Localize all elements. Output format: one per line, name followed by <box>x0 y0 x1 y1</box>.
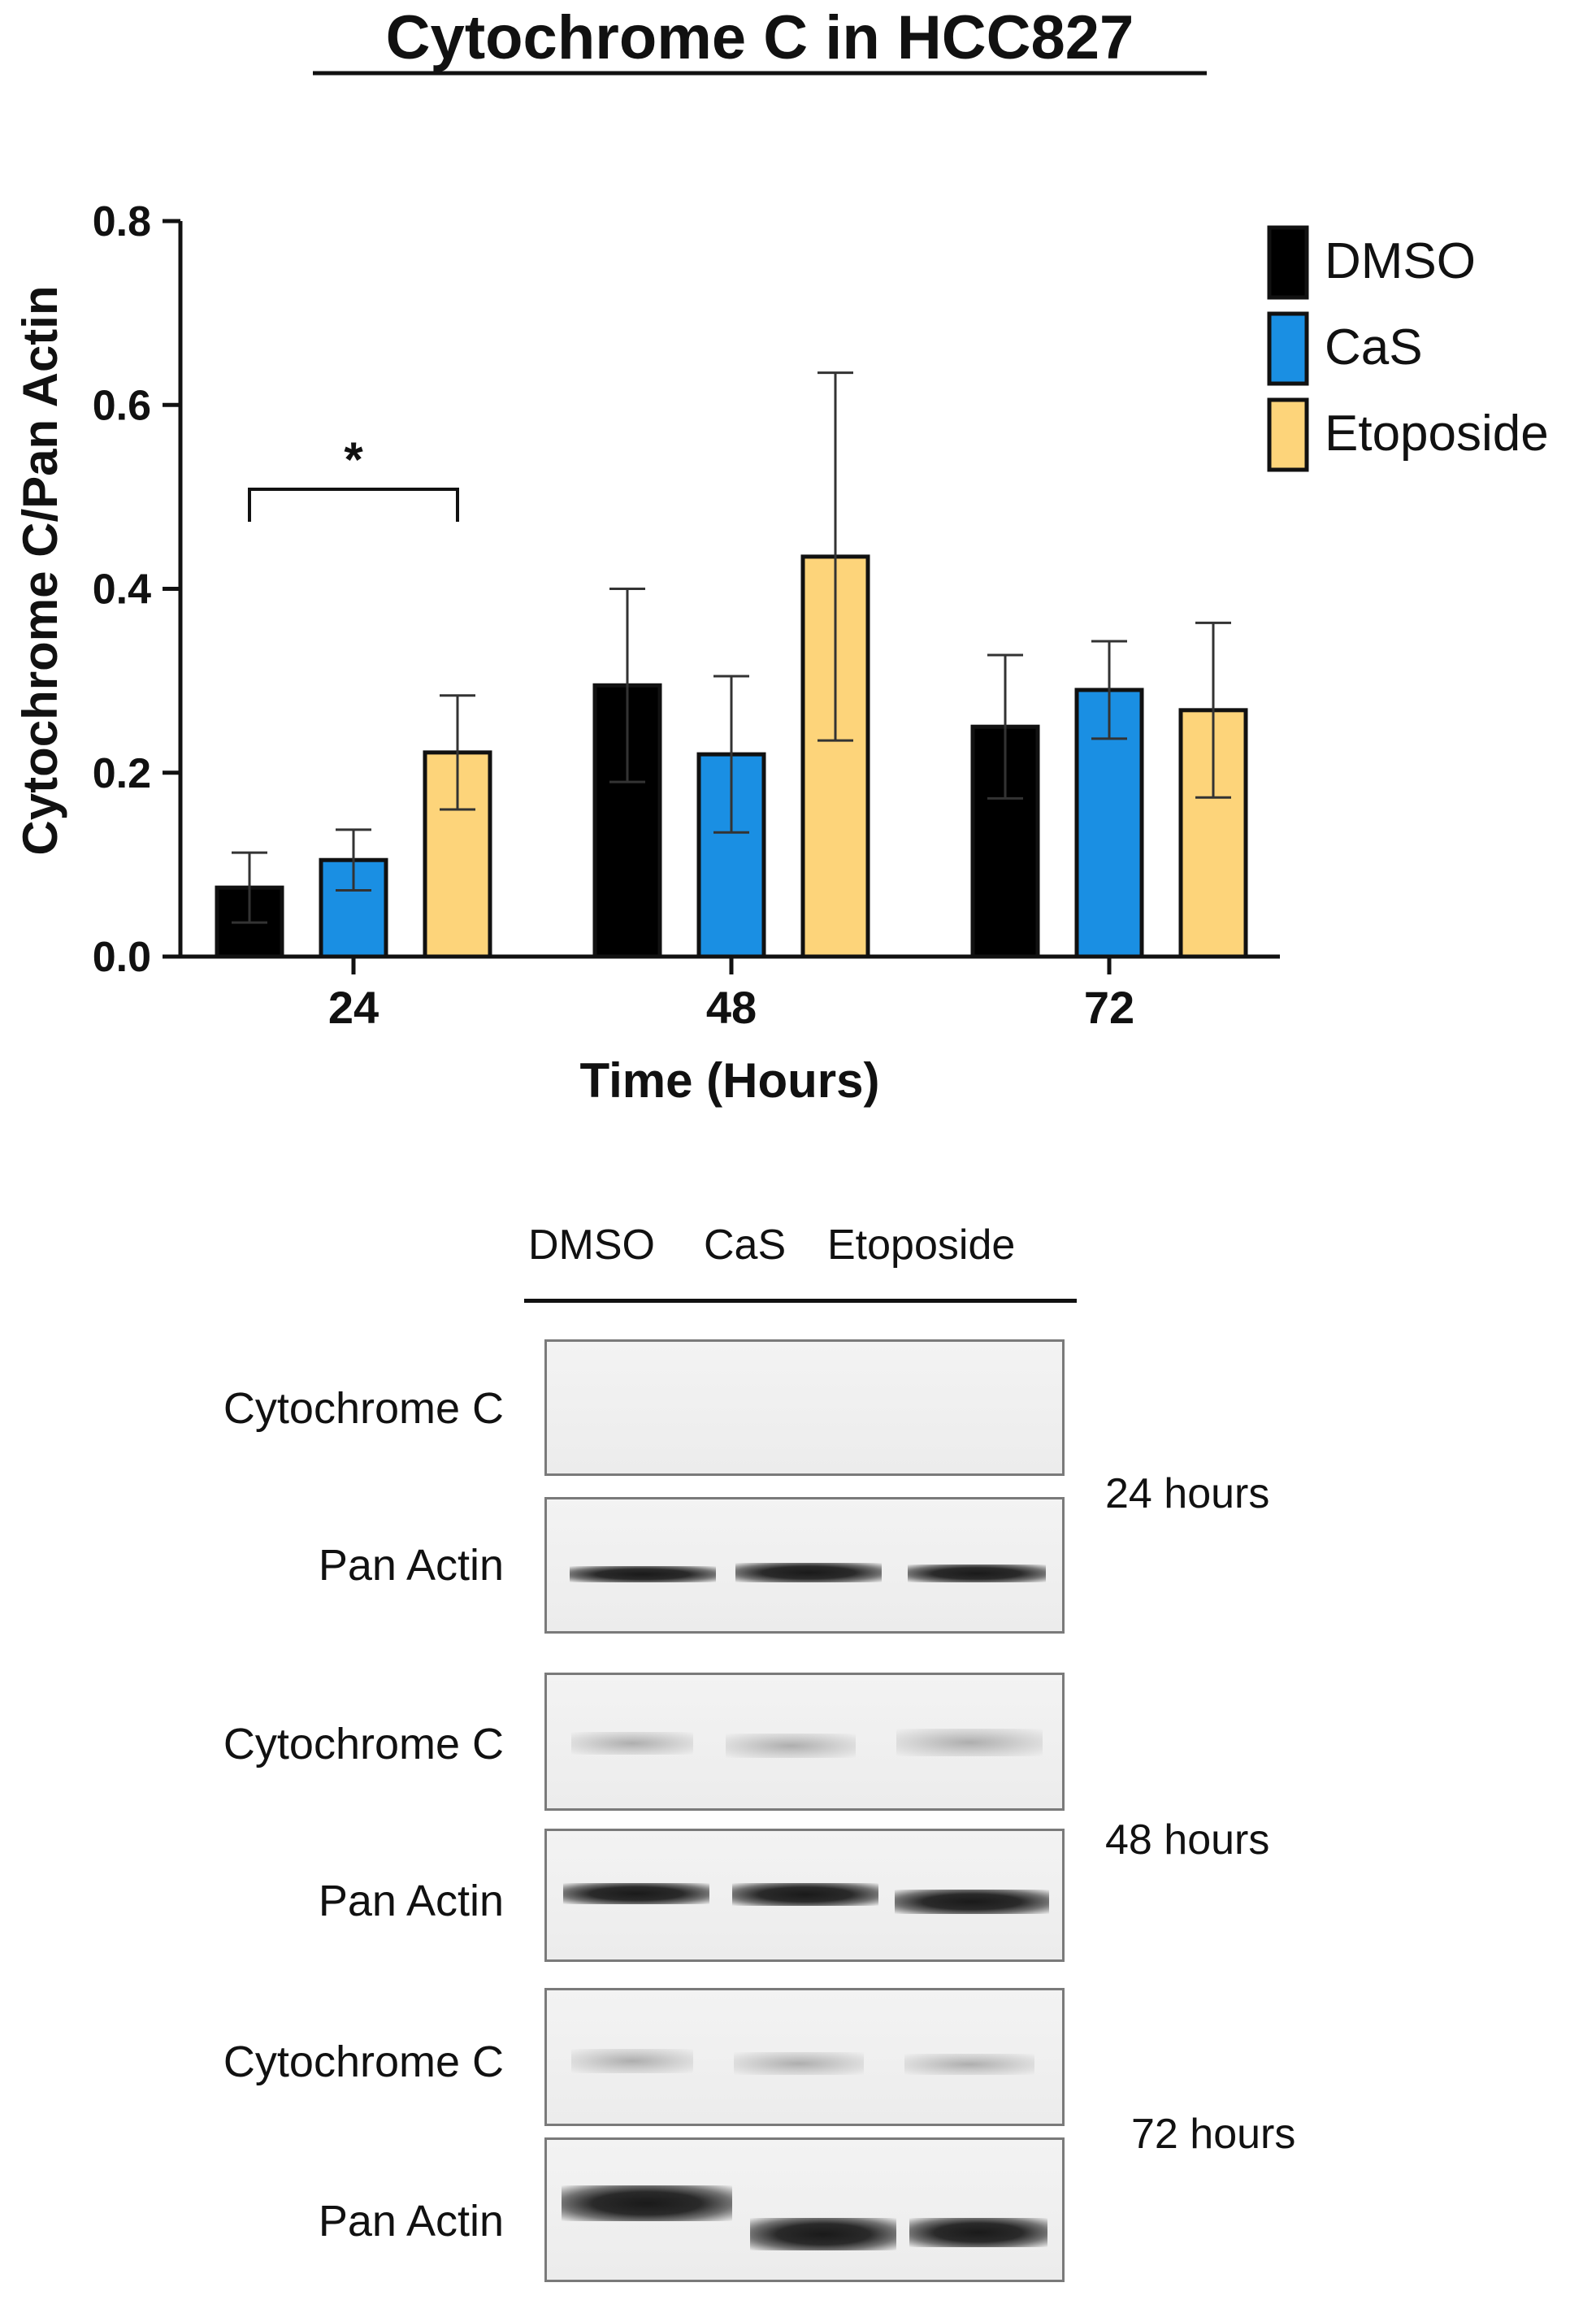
blot-row <box>544 1497 1065 1634</box>
legend-swatch <box>1267 225 1309 300</box>
y-axis-label: Cytochrome C/Pan Actin <box>13 285 67 855</box>
blot-band <box>904 2054 1034 2075</box>
significance-bracket <box>248 488 459 522</box>
blot-band <box>732 1883 878 1906</box>
blot-row-label: Pan Actin <box>318 1877 504 1925</box>
legend-label: Etoposide <box>1325 406 1549 462</box>
y-tick-label: 0.2 <box>93 750 151 797</box>
bar-dmso <box>970 724 1040 959</box>
blot-band <box>909 2218 1047 2247</box>
blot-band <box>571 2049 693 2073</box>
blot-lane-label: CaS <box>704 1222 787 1269</box>
blot-row-label: Cytochrome C <box>223 2037 504 2086</box>
blot-band <box>895 1890 1049 1914</box>
blot-row-label: Pan Actin <box>318 1541 504 1590</box>
blot-band <box>896 1729 1043 1756</box>
legend: DMSO CaS Etoposide <box>1267 225 1549 472</box>
lane-header-line <box>524 1299 1077 1303</box>
significance-star: * <box>344 432 363 487</box>
blot-band <box>571 1732 693 1755</box>
y-tick-label: 0.4 <box>93 566 151 614</box>
y-tick-label: 0.8 <box>93 198 151 245</box>
blot-lane-label: Etoposide <box>827 1222 1016 1269</box>
timepoint-label: 24 hours <box>1105 1470 1270 1517</box>
blot-band <box>570 1566 716 1582</box>
blot-band <box>908 1564 1046 1582</box>
blot-row-label: Cytochrome C <box>223 1384 504 1433</box>
western-blot-panel: DMSO CaS Etoposide Cytochrome C Pan Acti… <box>0 1170 1596 2300</box>
blot-row-label: Cytochrome C <box>223 1720 504 1768</box>
blot-band <box>563 1883 709 1904</box>
legend-label: CaS <box>1325 319 1423 375</box>
blot-row <box>544 2137 1065 2282</box>
blot-row <box>544 1988 1065 2126</box>
x-tick-label: 72 <box>1084 982 1134 1033</box>
x-tick-label: 24 <box>328 982 379 1033</box>
chart-title: Cytochrome C in HCC827 <box>386 3 1134 72</box>
blot-row-label: Pan Actin <box>318 2197 504 2246</box>
significance-annotation: * <box>248 432 459 522</box>
x-tick-label: 48 <box>706 982 757 1033</box>
timepoint-label: 48 hours <box>1105 1816 1270 1864</box>
x-axis-label: Time (Hours) <box>580 1053 880 1108</box>
blot-row <box>544 1673 1065 1811</box>
blot-band <box>750 2218 896 2250</box>
blot-band <box>734 2052 864 2075</box>
legend-swatch <box>1267 397 1309 472</box>
blot-band <box>726 1734 856 1758</box>
bar-chart: Cytochrome C in HCC827 Cytochrome C/Pan … <box>13 3 1549 1108</box>
timepoint-label: 72 hours <box>1131 2111 1296 2158</box>
y-tick-label: 0.0 <box>93 934 151 981</box>
legend-swatch <box>1267 311 1309 386</box>
blot-row <box>544 1339 1065 1476</box>
blot-row <box>544 1829 1065 1962</box>
blot-lane-label: DMSO <box>528 1222 655 1269</box>
y-tick-label: 0.6 <box>93 382 151 429</box>
bars-group <box>215 371 1248 959</box>
blot-band <box>735 1563 882 1582</box>
blot-band <box>562 2185 732 2221</box>
legend-label: DMSO <box>1325 233 1476 289</box>
